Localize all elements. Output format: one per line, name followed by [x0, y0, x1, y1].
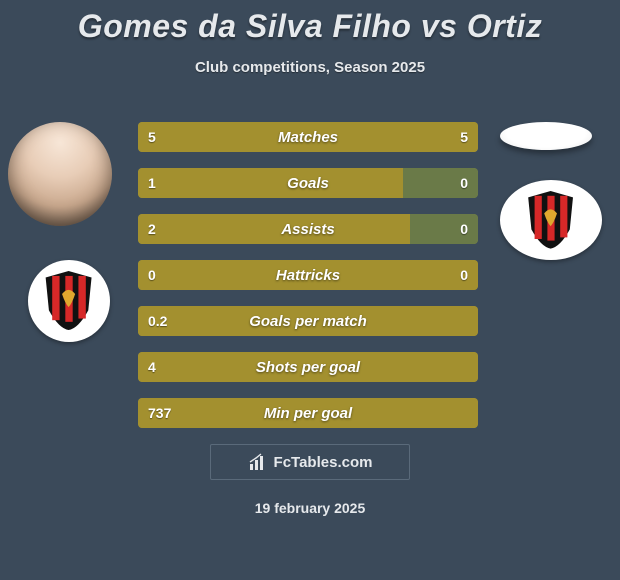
shield-icon: [44, 271, 93, 330]
bar-left-fill: [138, 122, 308, 152]
bar-right-fill: [410, 214, 478, 244]
bar-left-fill: [138, 306, 478, 336]
player-left-avatar: [8, 122, 112, 226]
bar-left-fill: [138, 260, 308, 290]
page-root: Gomes da Silva Filho vs Ortiz Club compe…: [0, 0, 620, 580]
stat-row: 5 Matches 5: [138, 122, 478, 152]
bars-icon: [248, 452, 268, 472]
bar-right-fill: [403, 168, 478, 198]
page-title: Gomes da Silva Filho vs Ortiz: [0, 0, 620, 45]
fctables-logo: FcTables.com: [210, 444, 410, 480]
club-left-badge: [28, 260, 110, 342]
stats-bars: 5 Matches 5 1 Goals 0 2 Assists 0 0 Hatt…: [138, 122, 478, 444]
bar-left-fill: [138, 214, 410, 244]
page-subtitle: Club competitions, Season 2025: [0, 59, 620, 76]
bar-left-fill: [138, 168, 403, 198]
player-right-avatar: [500, 122, 592, 150]
club-right-badge: [500, 180, 602, 260]
stat-row: 737 Min per goal: [138, 398, 478, 428]
bar-left-fill: [138, 352, 478, 382]
logo-text: FcTables.com: [274, 454, 373, 471]
shield-icon: [520, 191, 581, 249]
stat-row: 1 Goals 0: [138, 168, 478, 198]
stat-row: 0 Hattricks 0: [138, 260, 478, 290]
footer-date: 19 february 2025: [0, 500, 620, 516]
stat-row: 0.2 Goals per match: [138, 306, 478, 336]
stat-row: 4 Shots per goal: [138, 352, 478, 382]
bar-right-fill: [308, 260, 478, 290]
bar-right-fill: [308, 122, 478, 152]
bar-left-fill: [138, 398, 478, 428]
stat-row: 2 Assists 0: [138, 214, 478, 244]
